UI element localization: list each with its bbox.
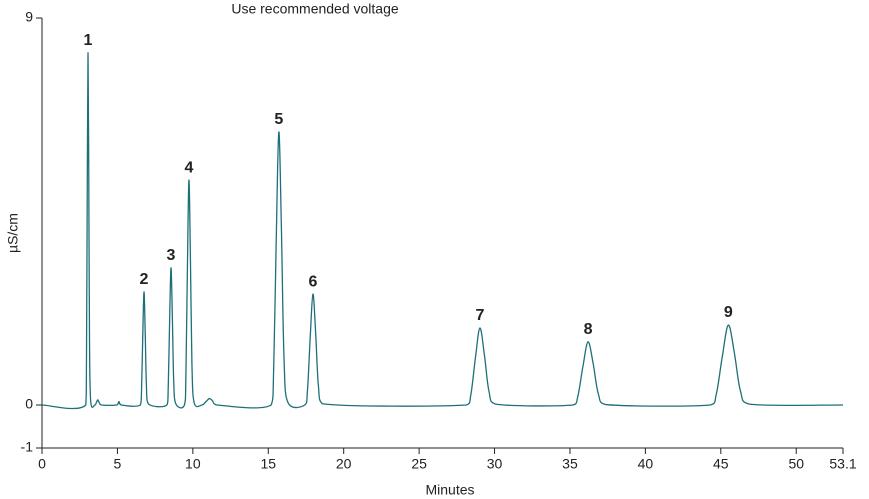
x-tick-label: 53.1 <box>829 456 856 472</box>
x-tick-label: 0 <box>38 456 46 472</box>
x-tick-label: 50 <box>788 456 804 472</box>
x-tick-label: 10 <box>185 456 201 472</box>
x-tick-label: 20 <box>336 456 352 472</box>
x-tick-label: 15 <box>260 456 276 472</box>
peak-label: 9 <box>724 304 733 321</box>
peak-label: 4 <box>184 159 193 176</box>
x-tick-label: 25 <box>411 456 427 472</box>
x-tick-label: 45 <box>713 456 729 472</box>
peak-label: 2 <box>140 271 149 288</box>
y-tick-label: -1 <box>21 439 34 455</box>
x-tick-label: 35 <box>562 456 578 472</box>
peak-label: 7 <box>475 307 484 324</box>
chart-title: Use recommended voltage <box>231 1 399 17</box>
peak-label: 5 <box>274 111 283 128</box>
y-tick-label: 9 <box>25 9 33 25</box>
y-axis-label: µS/cm <box>5 213 21 253</box>
peak-label: 8 <box>584 321 593 338</box>
peak-label: 6 <box>308 273 317 290</box>
x-tick-label: 5 <box>114 456 122 472</box>
y-tick-label: 0 <box>25 396 33 412</box>
trace <box>41 52 844 410</box>
peak-label: 3 <box>167 247 176 264</box>
x-axis-label: Minutes <box>425 482 474 498</box>
peak-label: 1 <box>84 32 93 49</box>
x-tick-label: 30 <box>487 456 503 472</box>
x-tick-label: 40 <box>638 456 654 472</box>
